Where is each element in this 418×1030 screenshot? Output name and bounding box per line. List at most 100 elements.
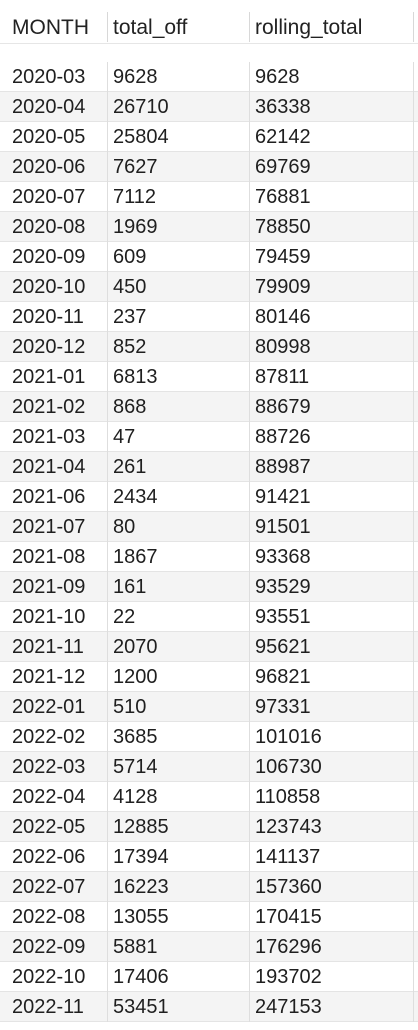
- table-row[interactable]: 2020-07 7112 76881: [0, 182, 418, 212]
- cell-rolling-total[interactable]: 97331: [255, 696, 311, 718]
- cell-month[interactable]: 2020-09: [12, 246, 86, 268]
- cell-rolling-total[interactable]: 193702: [255, 966, 322, 988]
- cell-month[interactable]: 2021-07: [12, 516, 86, 538]
- cell-rolling-total[interactable]: 79909: [255, 276, 311, 298]
- cell-month[interactable]: 2021-12: [12, 666, 86, 688]
- column-header-rolling-total[interactable]: rolling_total: [255, 16, 363, 39]
- cell-month[interactable]: 2022-04: [12, 786, 86, 808]
- cell-total-off[interactable]: 26710: [113, 96, 169, 118]
- cell-month[interactable]: 2020-04: [12, 96, 86, 118]
- cell-total-off[interactable]: 1867: [113, 546, 158, 568]
- column-resize-handle[interactable]: [413, 12, 414, 42]
- cell-month[interactable]: 2022-02: [12, 726, 86, 748]
- cell-rolling-total[interactable]: 88679: [255, 396, 311, 418]
- cell-rolling-total[interactable]: 79459: [255, 246, 311, 268]
- cell-total-off[interactable]: 13055: [113, 906, 169, 928]
- cell-month[interactable]: 2022-06: [12, 846, 86, 868]
- cell-month[interactable]: 2022-03: [12, 756, 86, 778]
- cell-month[interactable]: 2020-11: [12, 306, 84, 328]
- column-header-total-off[interactable]: total_off: [113, 16, 188, 39]
- cell-month[interactable]: 2021-10: [12, 606, 86, 628]
- table-row[interactable]: 2021-04 261 88987: [0, 452, 418, 482]
- cell-total-off[interactable]: 6813: [113, 366, 158, 388]
- table-row[interactable]: 2021-03 47 88726: [0, 422, 418, 452]
- cell-month[interactable]: 2020-07: [12, 186, 86, 208]
- cell-rolling-total[interactable]: 9628: [255, 66, 300, 88]
- column-resize-handle[interactable]: [249, 12, 250, 42]
- cell-month[interactable]: 2021-04: [12, 456, 86, 478]
- table-row[interactable]: 2020-10 450 79909: [0, 272, 418, 302]
- cell-rolling-total[interactable]: 106730: [255, 756, 322, 778]
- cell-total-off[interactable]: 53451: [113, 996, 169, 1018]
- cell-month[interactable]: 2021-03: [12, 426, 86, 448]
- cell-month[interactable]: 2022-09: [12, 936, 86, 958]
- table-row[interactable]: 2021-09 161 93529: [0, 572, 418, 602]
- cell-month[interactable]: 2020-03: [12, 66, 86, 88]
- cell-month[interactable]: 2021-08: [12, 546, 86, 568]
- cell-total-off[interactable]: 9628: [113, 66, 158, 88]
- table-row[interactable]: 2020-05 25804 62142: [0, 122, 418, 152]
- table-row[interactable]: 2020-03 9628 9628: [0, 62, 418, 92]
- cell-month[interactable]: 2020-12: [12, 336, 86, 358]
- cell-rolling-total[interactable]: 247153: [255, 996, 322, 1018]
- cell-total-off[interactable]: 261: [113, 456, 147, 478]
- cell-total-off[interactable]: 7112: [113, 186, 157, 208]
- cell-rolling-total[interactable]: 93368: [255, 546, 311, 568]
- column-header-month[interactable]: MONTH: [12, 16, 89, 39]
- cell-total-off[interactable]: 25804: [113, 126, 169, 148]
- cell-rolling-total[interactable]: 176296: [255, 936, 322, 958]
- cell-total-off[interactable]: 16223: [113, 876, 169, 898]
- cell-rolling-total[interactable]: 157360: [255, 876, 322, 898]
- cell-rolling-total[interactable]: 93529: [255, 576, 311, 598]
- table-row[interactable]: 2022-03 5714 106730: [0, 752, 418, 782]
- cell-total-off[interactable]: 80: [113, 516, 136, 538]
- cell-total-off[interactable]: 5881: [113, 936, 158, 958]
- cell-month[interactable]: 2021-11: [12, 636, 84, 658]
- cell-rolling-total[interactable]: 36338: [255, 96, 311, 118]
- cell-month[interactable]: 2021-01: [12, 366, 86, 388]
- table-row[interactable]: 2022-06 17394 141137: [0, 842, 418, 872]
- cell-total-off[interactable]: 17394: [113, 846, 169, 868]
- cell-rolling-total[interactable]: 88987: [255, 456, 311, 478]
- table-row[interactable]: 2022-07 16223 157360: [0, 872, 418, 902]
- cell-month[interactable]: 2020-08: [12, 216, 86, 238]
- cell-total-off[interactable]: 2070: [113, 636, 158, 658]
- table-row[interactable]: 2020-04 26710 36338: [0, 92, 418, 122]
- cell-month[interactable]: 2022-10: [12, 966, 86, 988]
- table-row[interactable]: 2021-06 2434 91421: [0, 482, 418, 512]
- cell-total-off[interactable]: 2434: [113, 486, 158, 508]
- cell-total-off[interactable]: 1969: [113, 216, 158, 238]
- cell-total-off[interactable]: 868: [113, 396, 147, 418]
- cell-total-off[interactable]: 609: [113, 246, 147, 268]
- table-row[interactable]: 2021-07 80 91501: [0, 512, 418, 542]
- cell-rolling-total[interactable]: 141137: [255, 846, 321, 868]
- cell-month[interactable]: 2020-05: [12, 126, 86, 148]
- cell-rolling-total[interactable]: 96821: [255, 666, 311, 688]
- cell-rolling-total[interactable]: 80998: [255, 336, 311, 358]
- table-row[interactable]: 2021-12 1200 96821: [0, 662, 418, 692]
- cell-rolling-total[interactable]: 78850: [255, 216, 311, 238]
- column-resize-handle[interactable]: [107, 12, 108, 42]
- table-row[interactable]: 2022-10 17406 193702: [0, 962, 418, 992]
- cell-total-off[interactable]: 12885: [113, 816, 169, 838]
- cell-rolling-total[interactable]: 93551: [255, 606, 311, 628]
- cell-month[interactable]: 2022-08: [12, 906, 86, 928]
- cell-rolling-total[interactable]: 170415: [255, 906, 322, 928]
- cell-total-off[interactable]: 22: [113, 606, 136, 628]
- cell-total-off[interactable]: 510: [113, 696, 147, 718]
- cell-total-off[interactable]: 161: [113, 576, 147, 598]
- cell-total-off[interactable]: 3685: [113, 726, 158, 748]
- cell-rolling-total[interactable]: 91501: [255, 516, 311, 538]
- cell-rolling-total[interactable]: 69769: [255, 156, 311, 178]
- cell-rolling-total[interactable]: 80146: [255, 306, 311, 328]
- cell-total-off[interactable]: 17406: [113, 966, 169, 988]
- cell-month[interactable]: 2021-02: [12, 396, 86, 418]
- table-row[interactable]: 2021-02 868 88679: [0, 392, 418, 422]
- table-row[interactable]: 2022-11 53451 247153: [0, 992, 418, 1022]
- table-row[interactable]: 2020-06 7627 69769: [0, 152, 418, 182]
- table-row[interactable]: 2022-04 4128 110858: [0, 782, 418, 812]
- cell-total-off[interactable]: 237: [113, 306, 147, 328]
- cell-rolling-total[interactable]: 76881: [255, 186, 311, 208]
- cell-rolling-total[interactable]: 110858: [255, 786, 321, 808]
- cell-month[interactable]: 2021-06: [12, 486, 86, 508]
